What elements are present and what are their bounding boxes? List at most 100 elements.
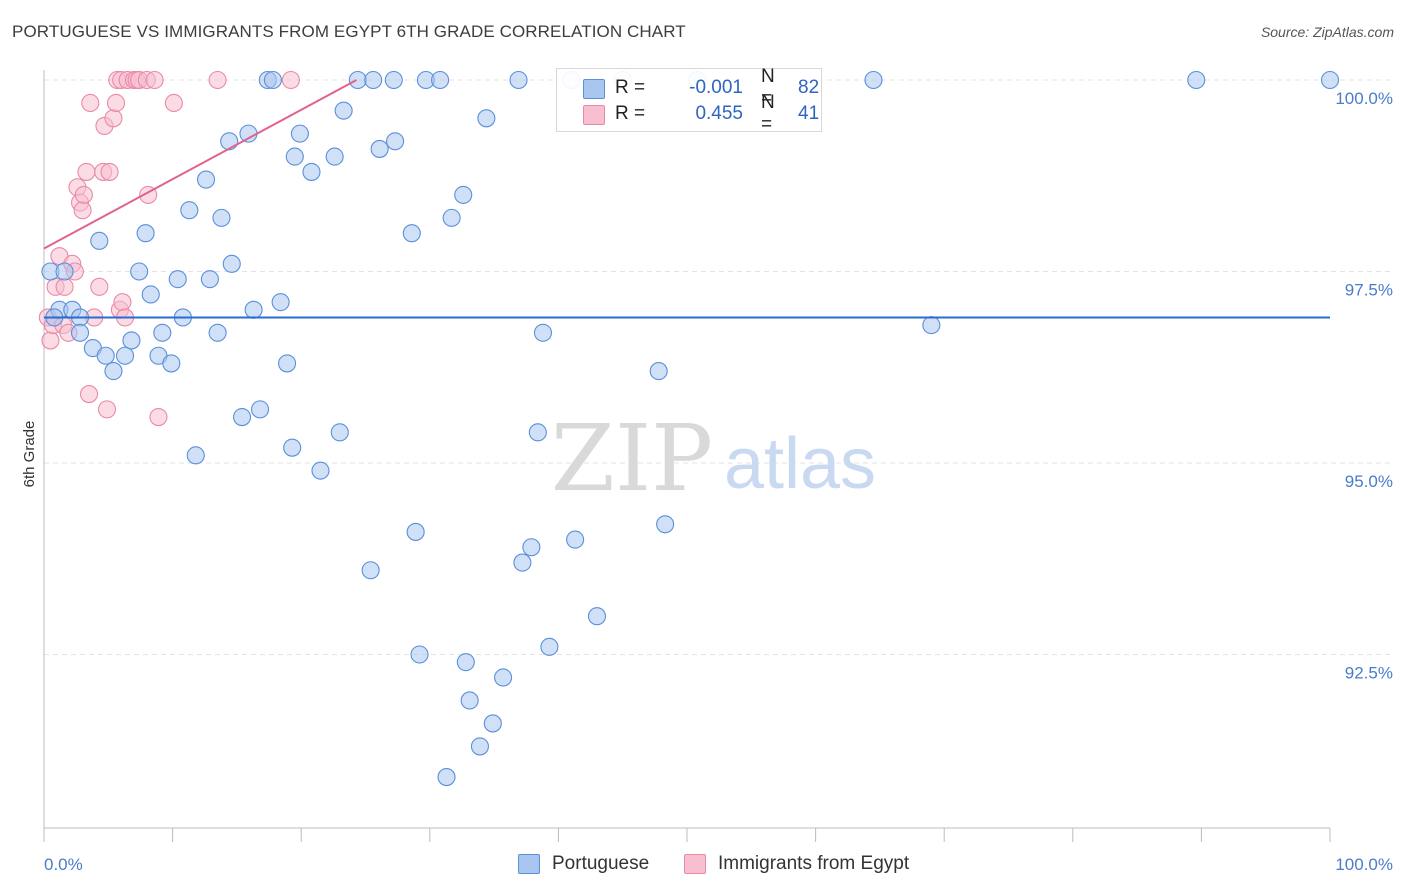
portuguese-point <box>162 354 181 373</box>
legend-swatch-blue <box>518 854 540 874</box>
legend-item-portuguese: Portuguese <box>518 852 649 876</box>
egypt-point <box>149 407 168 427</box>
trend-lines <box>43 79 1330 319</box>
legend-n-label: N = <box>761 92 775 135</box>
portuguese-point <box>200 270 219 289</box>
egypt-point <box>90 277 109 296</box>
portuguese-point <box>348 70 367 90</box>
portuguese-point <box>477 109 496 128</box>
legend-n-label: N = <box>761 66 775 109</box>
series-portuguese-points <box>41 70 1340 787</box>
portuguese-point <box>271 293 290 312</box>
portuguese-point <box>232 407 252 427</box>
chart-title: PORTUGUESE VS IMMIGRANTS FROM EGYPT 6TH … <box>12 22 686 41</box>
portuguese-point <box>90 231 109 250</box>
tick-labels: 100.0% 97.5% 95.0% 92.5% 0.0% 100.0% <box>44 89 1393 874</box>
portuguese-point <box>302 162 321 181</box>
portuguese-point <box>922 316 941 335</box>
portuguese-point <box>370 139 389 158</box>
y-tick-label: 100.0% <box>1335 89 1393 108</box>
portuguese-point <box>522 538 541 557</box>
watermark-zip: ZIP <box>551 405 713 512</box>
portuguese-point <box>528 423 547 442</box>
x-tick-label-min: 0.0% <box>44 855 83 874</box>
portuguese-point <box>208 323 227 342</box>
portuguese-point <box>656 515 675 534</box>
portuguese-point <box>406 522 425 541</box>
stats-legend: R = -0.001 N = 82 R = 0.455 N = 41 <box>556 66 822 135</box>
portuguese-point <box>384 70 403 90</box>
portuguese-point <box>1187 70 1206 90</box>
portuguese-point <box>442 208 461 227</box>
portuguese-point <box>325 147 344 166</box>
series-legend: Portuguese Immigrants from Egypt <box>0 852 1406 878</box>
portuguese-point <box>470 737 490 756</box>
portuguese-point <box>153 323 172 342</box>
egypt-point <box>104 109 123 128</box>
portuguese-point <box>513 553 532 572</box>
portuguese-point <box>136 224 155 243</box>
egypt-point <box>164 93 183 113</box>
egypt-point <box>106 93 126 113</box>
portuguese-point <box>460 691 479 710</box>
portuguese-point <box>263 70 282 90</box>
portuguese-point <box>509 70 528 90</box>
portuguese-point <box>864 70 883 90</box>
portuguese-point <box>278 354 297 373</box>
series-egypt-points <box>38 70 300 427</box>
portuguese-point <box>483 714 502 733</box>
portuguese-point <box>566 530 585 549</box>
legend-swatch-pink <box>583 105 605 125</box>
portuguese-point <box>649 362 668 381</box>
legend-swatch-pink <box>684 854 706 874</box>
portuguese-point <box>587 607 607 626</box>
source-label: Source: ZipAtlas.com <box>1260 24 1394 40</box>
egypt-point <box>97 400 117 419</box>
legend-r-value: 0.455 <box>695 103 743 124</box>
portuguese-point <box>410 645 429 664</box>
portuguese-point <box>115 346 135 365</box>
egypt-point <box>145 70 164 90</box>
portuguese-point <box>212 208 231 227</box>
axes <box>43 70 1331 842</box>
legend-n-value: 82 <box>798 77 820 98</box>
portuguese-point <box>168 270 187 289</box>
portuguese-point <box>122 331 141 350</box>
egypt-point <box>81 93 100 113</box>
y-tick-label: 95.0% <box>1345 472 1393 491</box>
portuguese-point <box>283 438 302 457</box>
egypt-point <box>77 162 96 181</box>
egypt-point <box>41 331 60 350</box>
portuguese-point <box>533 323 553 342</box>
portuguese-point <box>130 262 149 281</box>
portuguese-point <box>334 101 353 120</box>
portuguese-point <box>437 768 456 787</box>
legend-r-value: -0.001 <box>689 77 743 98</box>
watermark-atlas: atlas <box>724 424 876 504</box>
egypt-point <box>79 385 99 404</box>
trend-line-egypt <box>43 79 357 250</box>
portuguese-point <box>290 124 309 143</box>
portuguese-point <box>386 132 405 151</box>
portuguese-point <box>494 668 513 687</box>
y-tick-label: 97.5% <box>1345 281 1393 300</box>
egypt-point <box>208 70 227 90</box>
legend-label-egypt: Immigrants from Egypt <box>718 853 910 874</box>
portuguese-point <box>196 170 216 189</box>
legend-label-portuguese: Portuguese <box>552 853 650 874</box>
portuguese-point <box>431 70 450 90</box>
portuguese-point <box>186 446 205 465</box>
portuguese-point <box>220 132 239 151</box>
y-axis-label: 6th Grade <box>21 421 38 488</box>
portuguese-point <box>104 362 123 381</box>
gridlines <box>44 79 1392 655</box>
portuguese-point <box>1320 70 1340 90</box>
portuguese-point <box>454 185 473 204</box>
portuguese-point <box>540 637 559 656</box>
legend-n-value: 41 <box>798 103 820 124</box>
egypt-point <box>55 277 74 296</box>
portuguese-point <box>244 300 263 319</box>
portuguese-point <box>285 147 304 166</box>
portuguese-point <box>311 461 330 480</box>
egypt-point <box>74 185 93 204</box>
